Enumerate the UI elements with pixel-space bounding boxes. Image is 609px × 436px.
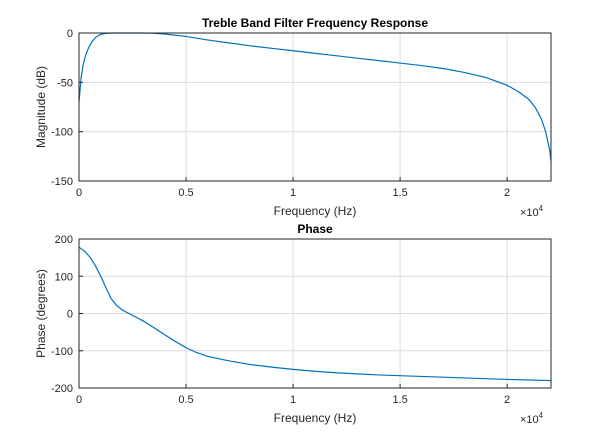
magnitude-x-axis-label: Frequency (Hz) [274, 204, 357, 218]
magnitude-x-tick-label: 0.5 [178, 187, 193, 199]
phase-axes: 0 0.5 1 1.5 2 -200 -100 0 100 200 Phase Frequency… [34, 222, 552, 426]
phase-x-axis-label: Frequency (Hz) [274, 411, 357, 425]
magnitude-tick-labels: 0 0.5 1 1.5 2 -150 -100 -50 0 [51, 28, 510, 199]
phase-x-tick-label: 1.5 [392, 394, 407, 406]
magnitude-x-tick-label: 0 [76, 187, 82, 199]
phase-x-tick-label: 2 [504, 394, 510, 406]
phase-x-tick-label: 0 [76, 394, 82, 406]
magnitude-series-line [78, 32, 552, 162]
phase-y-tick-label: 100 [55, 271, 73, 283]
phase-y-tick-label: -200 [51, 383, 73, 395]
magnitude-x-tick-label: 1 [290, 187, 296, 199]
magnitude-x-exponent-base: ×10 [520, 207, 539, 219]
magnitude-y-tick-label: -150 [51, 176, 73, 188]
phase-x-exponent-label: ×104 [520, 411, 544, 426]
phase-y-tick-label: 200 [55, 234, 73, 246]
magnitude-plot-frame [78, 32, 552, 182]
phase-x-exponent-power: 4 [539, 411, 544, 420]
magnitude-chart-title: Treble Band Filter Frequency Response [202, 16, 428, 30]
phase-x-exponent-base: ×10 [520, 414, 539, 426]
phase-grid [78, 238, 551, 389]
magnitude-x-tick-label: 1.5 [392, 187, 407, 199]
magnitude-axes: 0 0.5 1 1.5 2 -150 -100 -50 0 Treble Band Filter… [34, 16, 552, 219]
magnitude-y-axis-label: Magnitude (dB) [34, 66, 48, 148]
phase-y-axis-label: Phase (degrees) [34, 269, 48, 358]
magnitude-x-exponent-power: 4 [539, 204, 544, 213]
phase-tick-labels: 0 0.5 1 1.5 2 -200 -100 0 100 200 [51, 234, 510, 406]
magnitude-x-tick-label: 2 [504, 187, 510, 199]
magnitude-grid [78, 32, 551, 182]
phase-x-tick-label: 0.5 [178, 394, 193, 406]
magnitude-x-exponent-label: ×104 [520, 204, 544, 219]
magnitude-y-tick-label: -100 [51, 127, 73, 139]
phase-y-tick-label: -100 [51, 346, 73, 358]
phase-series-line [78, 246, 551, 382]
magnitude-y-tick-label: 0 [67, 28, 73, 40]
phase-chart-title: Phase [297, 222, 333, 236]
phase-x-tick-label: 1 [290, 394, 296, 406]
phase-y-tick-label: 0 [67, 309, 73, 321]
magnitude-y-tick-label: -50 [57, 77, 73, 89]
